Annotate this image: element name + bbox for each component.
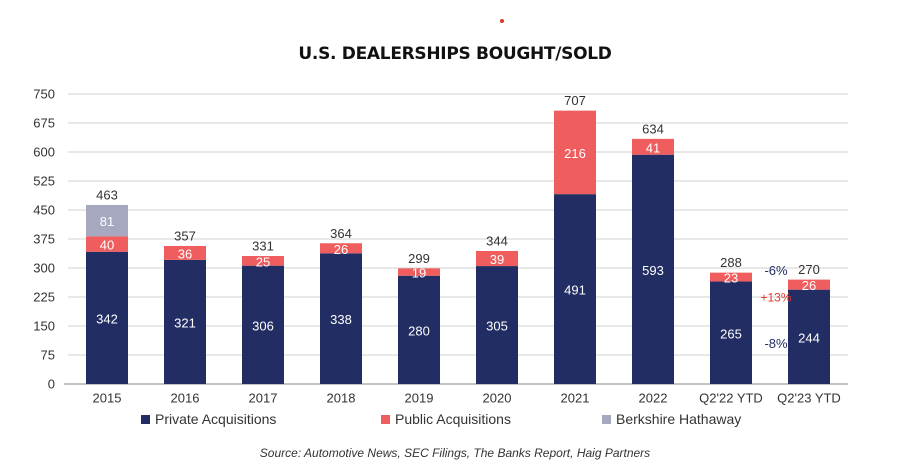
legend-swatch-public (381, 414, 390, 424)
y-tick-label: 750 (33, 87, 55, 102)
bar-public (554, 110, 596, 195)
data-label-private: 306 (252, 318, 274, 333)
bar-public (86, 236, 128, 252)
total-label: 270 (798, 262, 820, 277)
data-label-public: 25 (256, 254, 270, 269)
x-tick-label: 2016 (171, 391, 200, 406)
x-tick-label: 2021 (561, 391, 590, 406)
total-label: 364 (330, 226, 352, 241)
bar-public (788, 279, 830, 290)
y-tick-label: 0 (48, 377, 55, 392)
data-label-berkshire: 81 (100, 214, 114, 229)
data-label-public: 19 (412, 266, 426, 281)
bar-public (710, 272, 752, 282)
bar-public (398, 268, 440, 276)
y-tick-label: 675 (33, 116, 55, 131)
bar-public (242, 256, 284, 266)
data-label-public: 40 (100, 238, 114, 253)
legend-label-private: Private Acquisitions (155, 411, 277, 427)
data-label-private: 244 (798, 330, 820, 345)
chart-legend: Private Acquisitions Public Acquisitions… (0, 411, 910, 431)
data-label-public: 216 (564, 146, 586, 161)
total-label: 299 (408, 251, 430, 266)
bar-public (632, 138, 674, 155)
x-tick-label: Q2'23 YTD (777, 391, 841, 406)
total-label: 357 (174, 228, 196, 243)
bar-private (788, 289, 830, 384)
change-annotation: +13% (760, 291, 791, 305)
y-tick-label: 225 (33, 290, 55, 305)
bar-private (710, 281, 752, 384)
chart-title: U.S. DEALERSHIPS BOUGHT/SOLD (298, 44, 612, 64)
legend-item-private: Private Acquisitions (141, 411, 276, 427)
bar-private (554, 194, 596, 384)
bar-private (164, 259, 206, 384)
chart-source: Source: Automotive News, SEC Filings, Th… (259, 446, 651, 460)
y-tick-label: 450 (33, 203, 55, 218)
y-tick-label: 75 (41, 348, 55, 363)
y-tick-label: 150 (33, 319, 55, 334)
legend-item-public: Public Acquisitions (381, 411, 511, 427)
total-label: 344 (486, 233, 508, 248)
y-tick-label: 375 (33, 232, 55, 247)
data-label-public: 36 (178, 246, 192, 261)
total-label: 463 (96, 187, 118, 202)
legend-swatch-berkshire (602, 414, 611, 424)
data-label-private: 593 (642, 263, 664, 278)
total-label: 707 (564, 93, 586, 108)
decorative-dot (500, 19, 504, 23)
data-label-public: 41 (646, 140, 660, 155)
legend-label-berkshire: Berkshire Hathaway (616, 411, 742, 427)
data-label-public: 39 (490, 252, 504, 267)
data-label-private: 342 (96, 311, 118, 326)
x-tick-label: Q2'22 YTD (699, 391, 763, 406)
bar-public (476, 250, 518, 267)
y-tick-label: 600 (33, 145, 55, 160)
bar-private (476, 266, 518, 384)
data-label-private: 321 (174, 315, 196, 330)
total-label: 634 (642, 121, 664, 136)
data-label-private: 338 (330, 312, 352, 327)
data-label-public: 26 (802, 278, 816, 293)
legend-swatch-private (141, 414, 150, 424)
bar-private (86, 251, 128, 384)
x-tick-label: 2018 (327, 391, 356, 406)
bar-private (632, 154, 674, 384)
x-tick-label: 2017 (249, 391, 278, 406)
data-label-private: 491 (564, 283, 586, 298)
y-tick-label: 525 (33, 174, 55, 189)
bar-public (164, 245, 206, 260)
bar-berkshire (86, 204, 128, 237)
x-tick-label: 2019 (405, 391, 434, 406)
total-label: 331 (252, 239, 274, 254)
y-tick-label: 300 (33, 261, 55, 276)
bar-private (320, 253, 362, 384)
bar-private (242, 265, 284, 384)
data-label-public: 23 (724, 271, 738, 286)
data-label-private: 305 (486, 319, 508, 334)
total-label: 288 (720, 255, 742, 270)
change-annotation: -6% (764, 263, 788, 278)
x-tick-label: 2022 (639, 391, 668, 406)
data-label-public: 26 (334, 242, 348, 257)
data-label-private: 265 (720, 326, 742, 341)
change-annotation: -8% (764, 336, 788, 351)
bar-private (398, 275, 440, 384)
legend-label-public: Public Acquisitions (395, 411, 511, 427)
data-label-private: 280 (408, 323, 430, 338)
x-tick-label: 2020 (483, 391, 512, 406)
x-tick-label: 2015 (93, 391, 122, 406)
legend-item-berkshire: Berkshire Hathaway (602, 411, 741, 427)
bar-public (320, 243, 362, 254)
